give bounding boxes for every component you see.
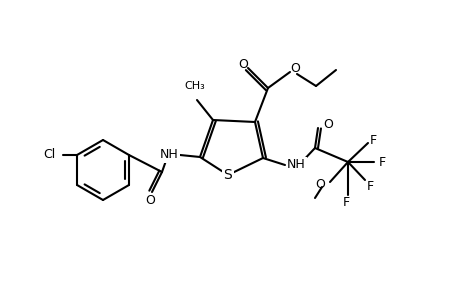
Text: O: O — [145, 194, 155, 208]
Text: F: F — [366, 179, 373, 193]
Text: F: F — [369, 134, 376, 146]
Text: NH: NH — [286, 158, 305, 172]
Text: O: O — [238, 58, 247, 71]
Text: Cl: Cl — [43, 148, 55, 161]
Text: O: O — [314, 178, 325, 190]
Text: F: F — [341, 196, 349, 209]
Text: NH: NH — [160, 148, 179, 161]
Text: S: S — [223, 168, 232, 182]
Text: O: O — [290, 62, 299, 76]
Text: O: O — [322, 118, 332, 130]
Text: F: F — [378, 155, 385, 169]
Text: CH₃: CH₃ — [184, 81, 205, 91]
